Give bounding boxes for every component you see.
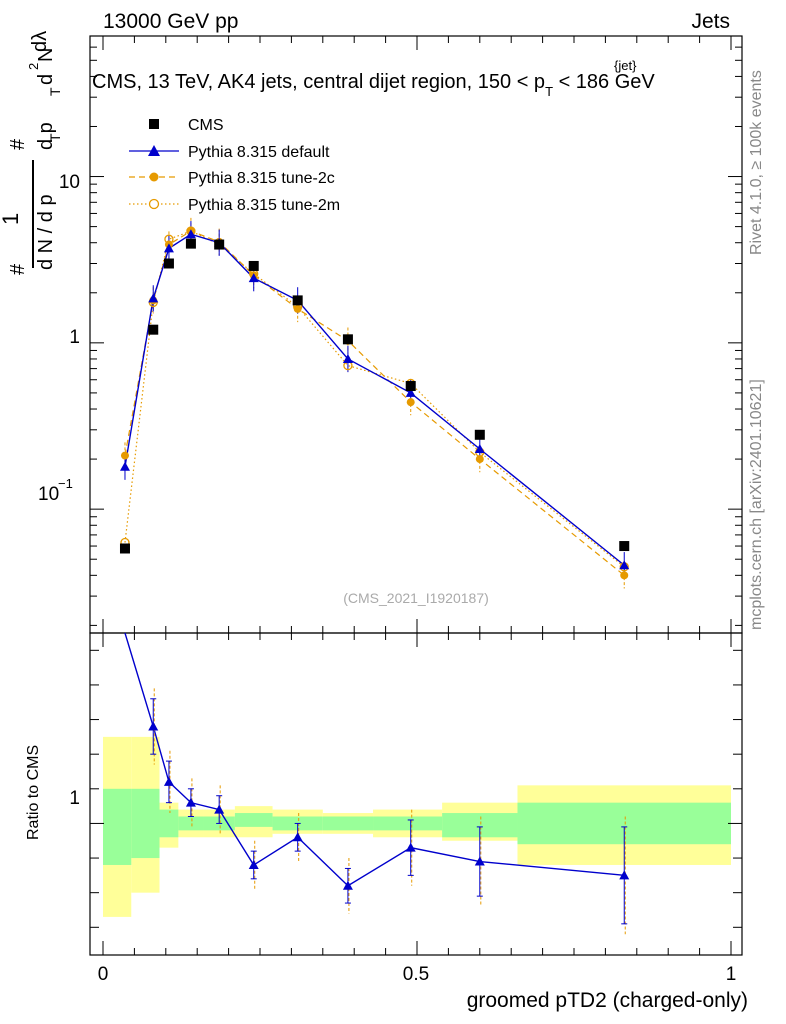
ratio-marker-default	[292, 832, 303, 842]
header-right: Jets	[691, 10, 730, 33]
main-axis-ticks	[90, 35, 742, 633]
y-tick-10: 10	[59, 172, 80, 193]
legend-marker-square	[149, 119, 159, 129]
legend-item: CMS	[149, 117, 224, 134]
title-main: CMS, 13 TeV, AK4 jets, central dijet reg…	[92, 71, 545, 93]
title-tail: < 186 GeV	[553, 71, 655, 93]
ratio-band-inner-1	[131, 788, 160, 859]
marker-tune-2c	[475, 455, 484, 464]
marker-cms	[185, 238, 196, 249]
marker-default	[405, 387, 416, 397]
ratio-axis-ticks	[90, 633, 742, 955]
x-axis-label: groomed pTD2 (charged-only)	[467, 989, 748, 1012]
y-tick-0.1: 10 −1	[38, 476, 73, 505]
legend-marker-triangle	[148, 145, 160, 156]
marker-default	[148, 293, 159, 303]
y-tick-1: 1	[69, 327, 80, 348]
ratio-band-inner-3	[178, 816, 204, 831]
marker-cms	[474, 429, 485, 440]
ylabel-dp-T: T	[47, 87, 63, 96]
legend-label: CMS	[188, 117, 224, 134]
legend-item: Pythia 8.315 default	[129, 144, 330, 161]
y-tick-0.1-base: 10	[38, 484, 59, 505]
ratio-panel-series	[124, 632, 630, 935]
ylabel-den-T: T	[47, 133, 63, 142]
ylabel-num-N: N	[35, 48, 57, 62]
title-text: CMS, 13 TeV, AK4 jets, central dijet reg…	[92, 71, 655, 99]
ratio-band-inner-5	[234, 813, 273, 827]
ratio-band-inner-2	[159, 809, 179, 838]
marker-default	[185, 229, 196, 239]
ratio-band-inner-8	[373, 816, 443, 831]
marker-default	[119, 461, 130, 471]
x-tick-0.5: 0.5	[403, 964, 429, 985]
legend-label: Pythia 8.315 tune-2c	[188, 170, 335, 187]
ratio-marker-default	[248, 859, 259, 869]
marker-cms	[405, 381, 416, 392]
marker-tune-2c	[406, 398, 415, 407]
ylabel-num-d: d	[35, 74, 57, 85]
ratio-marker-default	[163, 776, 174, 786]
ratio-marker-default	[214, 804, 225, 814]
legend-label: Pythia 8.315 default	[188, 144, 330, 161]
legend-item: Pythia 8.315 tune-2m	[129, 197, 340, 214]
ratio-uncertainty-bands	[103, 736, 731, 917]
ylabel-dlambda: dλ	[29, 31, 51, 52]
marker-cms	[292, 295, 303, 306]
ratio-marker-default	[148, 721, 159, 731]
plot-title: CMS, 13 TeV, AK4 jets, central dijet reg…	[92, 58, 655, 99]
marker-default	[474, 443, 485, 453]
main-y-label: # d N / d p T 1 # d p T d 2 N dλ	[0, 31, 63, 275]
marker-tune-2c	[293, 304, 302, 313]
line-tune-2c	[124, 230, 625, 576]
ylabel-den: d N / d p	[35, 194, 57, 270]
marker-tune-2c	[620, 571, 629, 580]
legend-label: Pythia 8.315 tune-2m	[188, 197, 340, 214]
y-tick-0.1-exp: −1	[58, 476, 73, 491]
ratio-marker-default	[342, 880, 353, 890]
marker-cms	[214, 239, 225, 250]
marker-cms	[163, 258, 174, 269]
ratio-tick-1: 1	[69, 788, 80, 809]
marker-cms	[248, 260, 259, 271]
ratio-marker-default	[185, 797, 196, 807]
marker-default	[619, 560, 630, 570]
ratio-marker-default	[619, 870, 630, 880]
title-sub: T	[545, 84, 553, 99]
ylabel-one: 1	[0, 213, 23, 225]
ratio-panel-frame	[89, 632, 743, 956]
x-tick-0: 0	[98, 964, 109, 985]
line-tune-2m	[124, 230, 625, 568]
header-left: 13000 GeV pp	[103, 10, 238, 33]
ratio-band-inner-0	[103, 788, 132, 865]
marker-default	[342, 353, 353, 363]
legend-marker-open-circle	[148, 198, 160, 210]
main-panel-series	[119, 217, 630, 589]
marker-cms	[148, 324, 159, 335]
side-label-bottom: mcplots.cern.ch [arXiv:2401.10621]	[748, 379, 765, 630]
marker-default	[248, 273, 259, 283]
legend: CMS Pythia 8.315 default Pythia 8.315 tune…	[129, 117, 340, 214]
ratio-band-inner-7	[322, 816, 374, 831]
legend-marker-circle	[149, 172, 159, 182]
analysis-watermark: (CMS_2021_I1920187)	[343, 590, 489, 606]
marker-cms	[119, 543, 130, 554]
marker-cms	[619, 541, 630, 552]
side-label-top: Rivet 4.1.0, ≥ 100k events	[748, 70, 765, 255]
ylabel-hash-1: #	[7, 263, 29, 275]
x-tick-1: 1	[726, 964, 737, 985]
ratio-marker-default	[405, 842, 416, 852]
ylabel-dp: d p	[35, 122, 57, 150]
ratio-marker-default	[474, 856, 485, 866]
marker-cms	[342, 334, 353, 345]
title-sup: {jet}	[614, 58, 637, 73]
ylabel-num-sq: 2	[26, 63, 41, 70]
legend-item: Pythia 8.315 tune-2c	[129, 170, 335, 187]
ratio-y-label: Ratio to CMS	[25, 745, 42, 840]
ylabel-hash-2: #	[7, 138, 29, 150]
marker-tune-2c	[120, 451, 129, 460]
marker-default	[163, 243, 174, 253]
